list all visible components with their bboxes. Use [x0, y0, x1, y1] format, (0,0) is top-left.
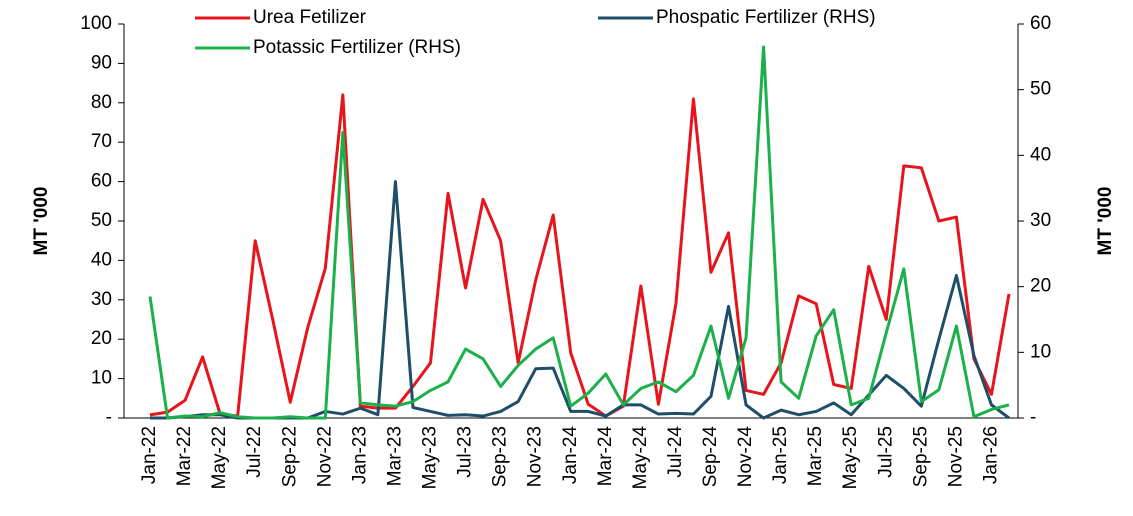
- y-tick-label: 70: [91, 131, 112, 152]
- x-tick-label: Nov-25: [945, 426, 966, 487]
- y-tick-label: 60: [91, 171, 112, 192]
- series-line: [148, 45, 1010, 420]
- x-tick-label: May-25: [840, 426, 861, 489]
- x-tick-label: Jul-22: [244, 426, 265, 478]
- y2-tick-label: -: [1030, 407, 1036, 428]
- y-tick-label: 20: [91, 328, 112, 349]
- y2-tick-label: 60: [1030, 13, 1051, 34]
- x-tick-label: Mar-22: [174, 426, 195, 486]
- y-tick-label: 50: [91, 210, 112, 231]
- legend-label: Phospatic Fertilizer (RHS): [656, 7, 876, 28]
- x-tick-label: Mar-23: [384, 426, 405, 486]
- x-tick-label: Sep-24: [700, 426, 721, 488]
- y-tick-label: 80: [91, 92, 112, 113]
- y2-tick-label: 40: [1030, 144, 1051, 165]
- x-tick-label: May-24: [630, 426, 651, 490]
- y2-axis-label: MT '000: [1095, 187, 1116, 256]
- legend-label: Potassic Fertilizer (RHS): [253, 37, 461, 58]
- x-tick-label: Mar-25: [805, 426, 826, 486]
- x-tick-label: Sep-23: [490, 426, 511, 487]
- x-tick-label: Sep-22: [279, 426, 300, 487]
- y-tick-label: -: [106, 407, 112, 428]
- x-tick-label: Jul-23: [455, 426, 476, 478]
- x-tick-label: Jan-23: [349, 426, 370, 484]
- y-tick-label: 40: [91, 249, 112, 270]
- y-tick-label: 10: [91, 368, 112, 389]
- x-tick-label: May-22: [209, 426, 230, 489]
- y2-tick-label: 50: [1030, 79, 1051, 100]
- x-tick-label: Jul-24: [665, 426, 686, 478]
- y2-tick-label: 20: [1030, 276, 1051, 297]
- x-tick-label: Sep-25: [910, 426, 931, 487]
- x-tick-label: Jan-26: [980, 426, 1001, 484]
- x-tick-label: Jan-22: [139, 426, 160, 484]
- series-line: [149, 93, 1011, 418]
- x-tick-label: Mar-24: [595, 426, 616, 487]
- x-tick-label: Nov-22: [314, 426, 335, 487]
- x-tick-label: Jan-24: [560, 426, 581, 485]
- x-tick-label: May-23: [420, 426, 441, 489]
- y2-tick-label: 10: [1030, 341, 1051, 362]
- x-tick-label: Nov-23: [525, 426, 546, 487]
- y-axis-label: MT '000: [31, 187, 52, 256]
- y2-tick-label: 30: [1030, 210, 1051, 231]
- y-tick-label: 30: [91, 289, 112, 310]
- x-tick-label: Jul-25: [875, 426, 896, 478]
- y-tick-label: 90: [91, 52, 112, 73]
- x-tick-label: Jan-25: [770, 426, 791, 484]
- y-tick-label: 100: [80, 13, 112, 34]
- x-tick-label: Nov-24: [735, 426, 756, 488]
- legend-label: Urea Fetilizer: [253, 7, 367, 28]
